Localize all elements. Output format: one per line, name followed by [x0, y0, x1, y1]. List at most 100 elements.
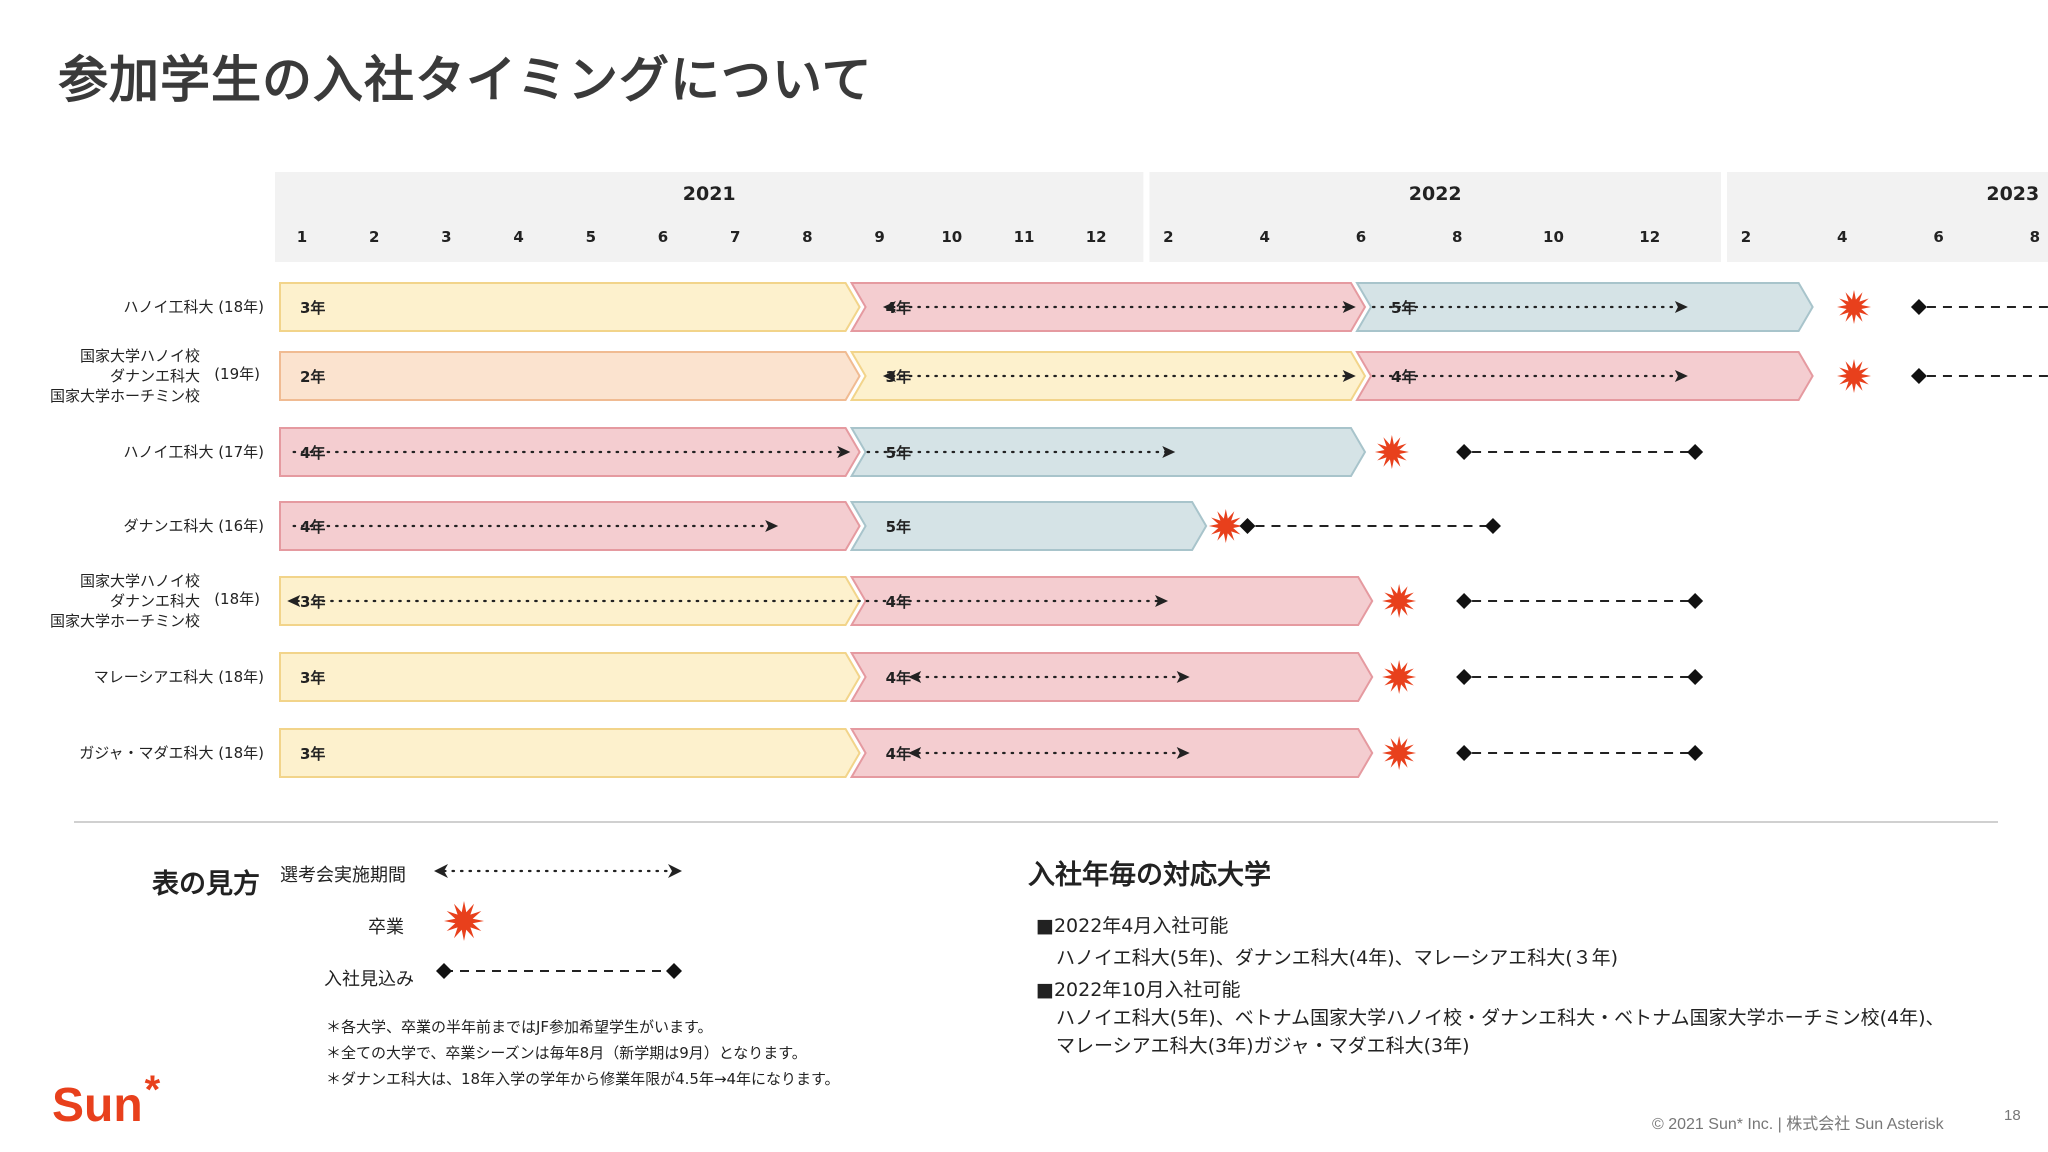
year-bar-label: 5年: [886, 444, 911, 462]
year-bar-label: 3年: [300, 593, 325, 611]
header-month: 9: [874, 228, 884, 246]
header-month: 6: [1933, 228, 1943, 246]
graduation-icon: [1382, 660, 1417, 694]
universities-line-2: ハノイエ科大(5年)、ベトナム国家大学ハノイ校・ダナンエ科大・ベトナム国家大学ホ…: [1056, 1007, 1945, 1029]
timeline-row: 4年 5年: [279, 427, 1704, 477]
header-month: 4: [1837, 228, 1847, 246]
row-label: ハノイ工科大 (18年): [123, 297, 264, 317]
hire-expectation-arrow: [1910, 299, 2048, 315]
timeline-chart: 2021123456789101112202224681012202324681…: [275, 172, 2048, 778]
legend-hire-arrow: [436, 963, 682, 979]
row-label-year: (18年): [214, 590, 260, 608]
year-bar: [279, 501, 861, 551]
header-year: 2021: [683, 183, 736, 205]
header-month: 4: [513, 228, 523, 246]
row-label-year: (19年): [214, 365, 260, 383]
legend-title: 表の見方: [152, 869, 260, 900]
universities-heading-2: ■2022年10月入社可能: [1036, 979, 1241, 1001]
header-year-bg: [1149, 172, 1721, 262]
page-number: 18: [2004, 1107, 2021, 1124]
year-bar: [849, 652, 1374, 702]
year-bar: [279, 728, 861, 778]
row-label-line: ダナンエ科大 (16年): [123, 517, 264, 535]
year-bar: [849, 282, 1367, 332]
universities-title: 入社年毎の対応大学: [1028, 860, 1271, 891]
year-bar: [849, 576, 1374, 626]
hire-end-diamond: [1687, 745, 1704, 761]
row-label: ガジャ・マダエ科大 (18年): [79, 743, 264, 763]
header-month: 7: [730, 228, 740, 246]
row-label: 国家大学ハノイ校 ダナンエ科大 国家大学ホーチミン校: [50, 571, 200, 631]
hire-start-diamond: [1456, 444, 1473, 460]
header-year-bg: [1727, 172, 2048, 262]
header-month: 5: [586, 228, 596, 246]
selection-period-arrow: [866, 446, 1176, 458]
selection-period-arrow: [292, 446, 851, 458]
year-bar: [849, 728, 1374, 778]
graduation-icon: [1837, 290, 1871, 324]
graduation-icon: [1208, 509, 1243, 543]
year-bar-label: 3年: [300, 745, 325, 763]
year-bar: [279, 351, 861, 401]
section-divider: [74, 821, 1998, 823]
year-bar-label: 4年: [886, 593, 911, 611]
hire-expectation-arrow: [1239, 518, 1501, 534]
row-label: ダナンエ科大 (16年): [123, 516, 264, 536]
graduation-icon: [1382, 584, 1417, 618]
year-bar-label: 3年: [300, 299, 325, 317]
header-month: 10: [1543, 228, 1564, 246]
footer-copyright: © 2021 Sun* Inc. | 株式会社 Sun Asterisk: [1652, 1116, 1944, 1133]
sun-logo: Sun*: [52, 1068, 160, 1133]
selection-period-arrow: [882, 370, 1356, 382]
selection-period-arrow: [287, 595, 1169, 607]
row-label-line: 国家大学ホーチミン校: [49, 612, 200, 630]
hire-expectation-arrow: [1456, 745, 1704, 761]
year-bar-label: 5年: [886, 518, 911, 536]
legend-selection-label: 選考会実施期間: [280, 865, 406, 886]
hire-end-diamond: [1687, 669, 1704, 685]
logo-text: Sun: [52, 1079, 143, 1132]
selection-period-arrow: [1371, 301, 1688, 313]
header-month: 6: [658, 228, 668, 246]
hire-expectation-arrow: [1456, 669, 1704, 685]
row-label-line: ガジャ・マダエ科大 (18年): [79, 744, 264, 762]
header-year: 2022: [1409, 183, 1462, 205]
legend-graduation-label: 卒業: [368, 917, 404, 938]
hire-start-diamond: [1239, 518, 1256, 534]
note-2: ＊全ての大学で、卒業シーズンは毎年8月（新学期は9月）となります。: [326, 1044, 807, 1062]
universities-heading-1: ■2022年4月入社可能: [1036, 915, 1229, 937]
year-bar: [849, 351, 1367, 401]
header-month: 11: [1014, 228, 1035, 246]
header-month: 8: [2030, 228, 2040, 246]
header-month: 2: [1741, 228, 1751, 246]
header-month: 8: [802, 228, 812, 246]
year-bar: [849, 427, 1367, 477]
row-label-line: ダナンエ科大: [109, 592, 200, 610]
timeline-row: 4年 5年: [279, 501, 1501, 551]
year-bar-label: 4年: [300, 444, 325, 462]
year-bar-label: 4年: [1391, 368, 1416, 386]
year-bar: [279, 282, 861, 332]
year-bar-label: 3年: [300, 669, 325, 687]
hire-expectation-arrow: [1456, 444, 1704, 460]
header-month: 4: [1259, 228, 1269, 246]
year-bar: [279, 427, 861, 477]
header-month: 8: [1452, 228, 1462, 246]
timeline-row: 3年 4年 5年: [279, 282, 2048, 332]
hire-start-diamond: [1910, 299, 1927, 315]
row-label-line: 国家大学ホーチミン校: [49, 387, 200, 405]
row-label: ハノイ工科大 (17年): [123, 442, 264, 462]
header-year: 2023: [1986, 183, 2039, 205]
timeline-row: 3年 4年: [279, 728, 1704, 778]
year-bar-label: 5年: [1391, 299, 1416, 317]
header-month: 1: [297, 228, 307, 246]
legend-hire-label: 入社見込み: [324, 969, 414, 990]
hire-end-diamond: [1484, 518, 1501, 534]
logo-asterisk-icon: *: [144, 1068, 161, 1112]
year-bar: [849, 501, 1208, 551]
selection-period-arrow: [292, 520, 779, 532]
hire-start-diamond: [1456, 669, 1473, 685]
hire-end-diamond: [1687, 444, 1704, 460]
timeline-row: 3年 4年: [279, 652, 1704, 702]
timeline-header: 2021123456789101112202224681012202324681…: [275, 172, 2048, 262]
